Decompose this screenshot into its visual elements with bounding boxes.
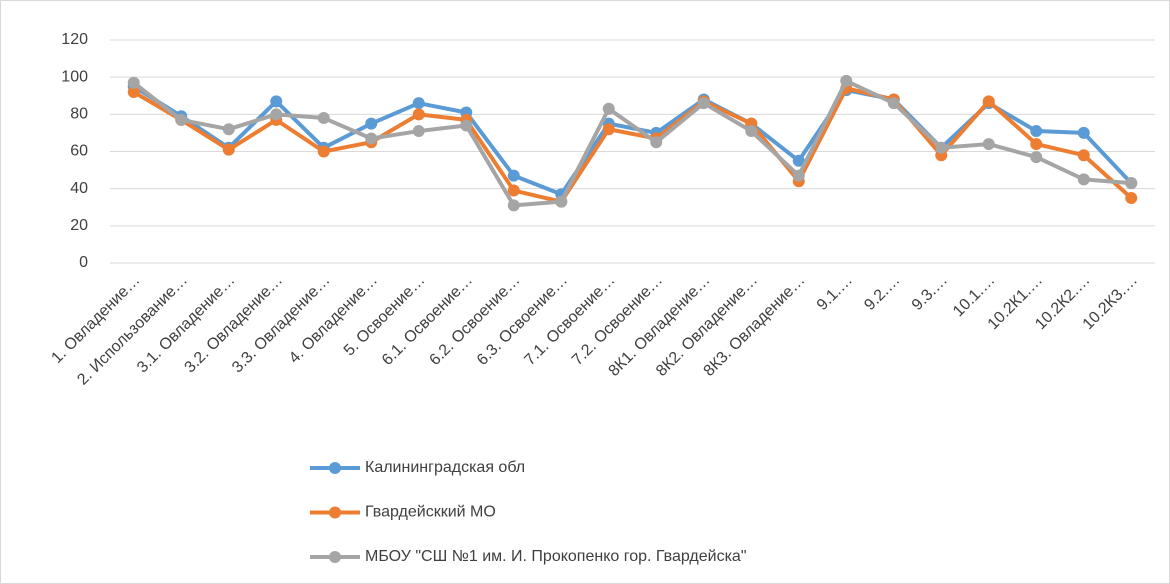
- data-point: [270, 108, 283, 121]
- data-point: [697, 97, 710, 110]
- data-point: [840, 74, 853, 87]
- data-point: [412, 97, 425, 110]
- legend-label: Гвардейсккий МО: [365, 504, 496, 521]
- y-tick-label: 20: [70, 217, 88, 234]
- data-point: [887, 97, 900, 110]
- data-point: [270, 95, 283, 108]
- y-tick-label: 60: [70, 143, 88, 160]
- y-tick-label: 40: [70, 180, 88, 197]
- data-point: [365, 117, 378, 130]
- data-point: [365, 132, 378, 145]
- data-point: [175, 113, 188, 126]
- data-point: [1125, 177, 1138, 190]
- series-line: [132, 86, 1133, 204]
- y-tick-label: 80: [70, 106, 88, 123]
- data-point: [412, 125, 425, 138]
- legend-marker: [329, 506, 341, 519]
- data-point: [982, 138, 995, 151]
- data-point: [1030, 138, 1043, 151]
- data-point: [792, 154, 805, 167]
- data-point: [222, 123, 235, 136]
- data-point: [602, 123, 615, 136]
- data-point: [317, 112, 330, 125]
- data-point: [1030, 125, 1043, 138]
- data-point: [1030, 151, 1043, 164]
- y-tick-label: 100: [61, 68, 88, 85]
- series-line: [132, 78, 1132, 208]
- data-point: [1077, 126, 1090, 139]
- data-point: [412, 108, 425, 121]
- data-point: [127, 76, 140, 89]
- data-point: [507, 184, 520, 197]
- data-point: [935, 141, 948, 154]
- data-point: [222, 143, 235, 156]
- y-tick-label: 120: [61, 31, 88, 48]
- data-point: [792, 169, 805, 182]
- data-point: [507, 169, 520, 182]
- data-point: [1125, 191, 1138, 204]
- data-point: [127, 86, 140, 99]
- data-point: [1077, 149, 1090, 162]
- legend-label: Калининградская обл: [365, 459, 525, 476]
- data-point: [507, 199, 520, 212]
- data-point: [650, 136, 663, 149]
- data-point: [317, 145, 330, 158]
- y-tick-label: 0: [79, 254, 88, 271]
- data-point: [1077, 173, 1090, 186]
- legend-label: МБОУ "СШ №1 им. И. Прокопенко гор. Гвард…: [365, 548, 747, 565]
- legend-marker: [329, 462, 341, 474]
- legend-marker: [329, 551, 341, 563]
- data-point: [555, 195, 568, 208]
- data-point: [460, 119, 473, 132]
- data-point: [602, 102, 615, 115]
- data-point: [745, 125, 758, 138]
- data-point: [982, 95, 995, 108]
